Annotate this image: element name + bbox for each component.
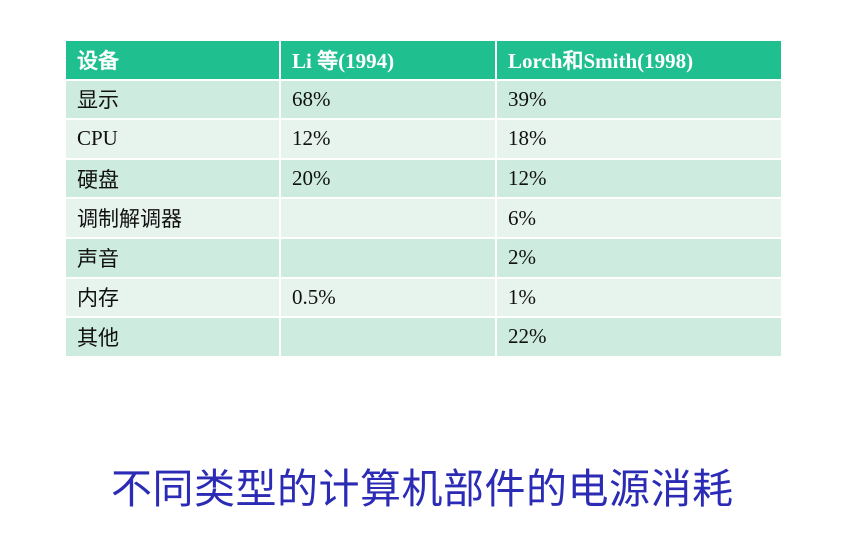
cell-device: 硬盘 — [64, 157, 281, 200]
cell-lorch-smith-1998: 18% — [495, 118, 783, 160]
header-device: 设备 — [64, 39, 281, 81]
cell-device: 声音 — [64, 236, 281, 279]
table-row: CPU 12% 18% — [64, 118, 783, 160]
table-row: 显示 68% 39% — [64, 78, 783, 121]
cell-device: 内存 — [64, 276, 281, 319]
cell-lorch-smith-1998: 6% — [495, 197, 783, 239]
cell-device: 显示 — [64, 78, 281, 121]
cell-device: CPU — [64, 118, 281, 160]
table-row: 硬盘 20% 12% — [64, 157, 783, 200]
header-lorch-smith-1998: Lorch和Smith(1998) — [495, 39, 783, 81]
cell-lorch-smith-1998: 1% — [495, 276, 783, 319]
cell-li-1994: 68% — [279, 78, 497, 121]
cell-li-1994 — [279, 316, 497, 358]
header-li-1994: Li 等(1994) — [279, 39, 497, 81]
cell-lorch-smith-1998: 22% — [495, 316, 783, 358]
cell-device: 调制解调器 — [64, 197, 281, 239]
cell-li-1994: 20% — [279, 157, 497, 200]
table-row: 调制解调器 6% — [64, 197, 783, 239]
table-row: 其他 22% — [64, 316, 783, 358]
table-header-row: 设备 Li 等(1994) Lorch和Smith(1998) — [64, 39, 783, 81]
cell-li-1994: 0.5% — [279, 276, 497, 319]
cell-lorch-smith-1998: 12% — [495, 157, 783, 200]
cell-li-1994 — [279, 236, 497, 279]
slide-caption: 不同类型的计算机部件的电源消耗 — [111, 466, 734, 512]
power-consumption-table: 设备 Li 等(1994) Lorch和Smith(1998) 显示 68% 3… — [64, 39, 783, 358]
table-row: 内存 0.5% 1% — [64, 276, 783, 319]
cell-li-1994: 12% — [279, 118, 497, 160]
cell-li-1994 — [279, 197, 497, 239]
cell-lorch-smith-1998: 2% — [495, 236, 783, 279]
cell-lorch-smith-1998: 39% — [495, 78, 783, 121]
cell-device: 其他 — [64, 316, 281, 358]
table-row: 声音 2% — [64, 236, 783, 279]
